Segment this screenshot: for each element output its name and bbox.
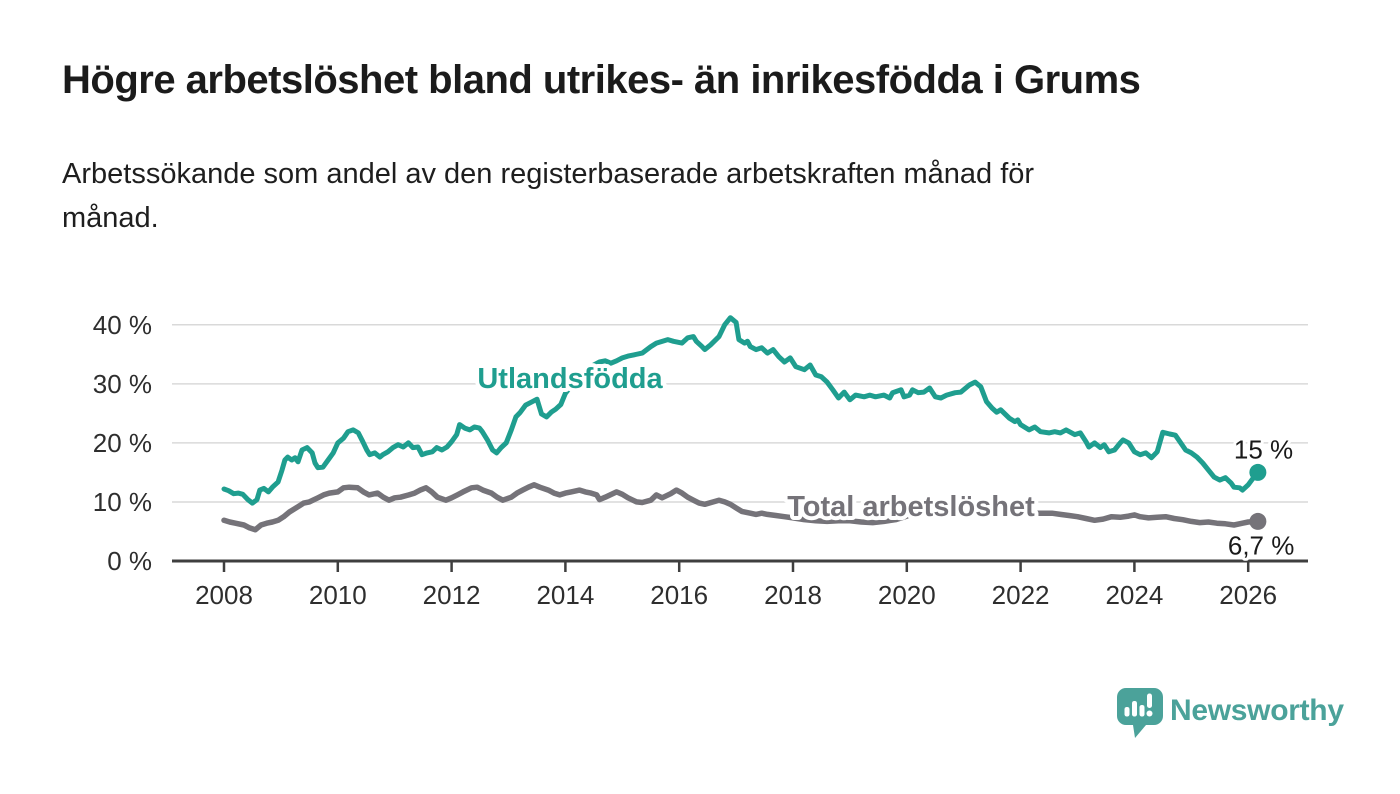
y-axis-tick-label: 20 % (93, 428, 152, 458)
y-axis-tick-label: 10 % (93, 487, 152, 517)
page-title: Högre arbetslöshet bland utrikes- än inr… (62, 58, 1141, 102)
series-end-dot-total (1249, 512, 1267, 530)
x-axis-tick-label: 2010 (309, 580, 367, 610)
y-axis-tick-label: 0 % (107, 546, 152, 576)
series-line-total (221, 482, 1261, 533)
x-axis-tick-label: 2018 (764, 580, 822, 610)
series-end-value-label: 6,7 % (1228, 530, 1295, 560)
logo-exclamation-bar (1147, 693, 1152, 708)
x-axis-tick-label: 2014 (536, 580, 594, 610)
y-axis-tick-label: 30 % (93, 369, 152, 399)
x-axis-tick-label: 2016 (650, 580, 708, 610)
x-axis-tick-label: 2026 (1219, 580, 1277, 610)
series-end-dot-utlandsfodda (1249, 463, 1267, 481)
y-axis-tick-label: 40 % (93, 310, 152, 340)
x-axis-tick-label: 2022 (992, 580, 1050, 610)
brand-name: Newsworthy (1170, 694, 1344, 727)
logo-exclamation-dot (1146, 710, 1153, 717)
x-axis-tick-label: 2012 (423, 580, 481, 610)
x-axis-tick-label: 2020 (878, 580, 936, 610)
series-inline-label: Utlandsfödda (477, 363, 663, 395)
series-end-value-label: 15 % (1234, 434, 1293, 464)
newsworthy-logo-icon (1117, 688, 1163, 738)
x-axis-tick-label: 2008 (195, 580, 253, 610)
logo-bar-chart-icon (1124, 693, 1153, 717)
x-axis-tick-label: 2024 (1105, 580, 1163, 610)
series-line-utlandsfodda (221, 315, 1261, 506)
newsworthy-logo[interactable]: Newsworthy (1108, 678, 1368, 750)
page-subtitle: Arbetssökande som andel av den registerb… (62, 158, 1035, 235)
series-inline-label: Total arbetslöshet (787, 491, 1035, 523)
